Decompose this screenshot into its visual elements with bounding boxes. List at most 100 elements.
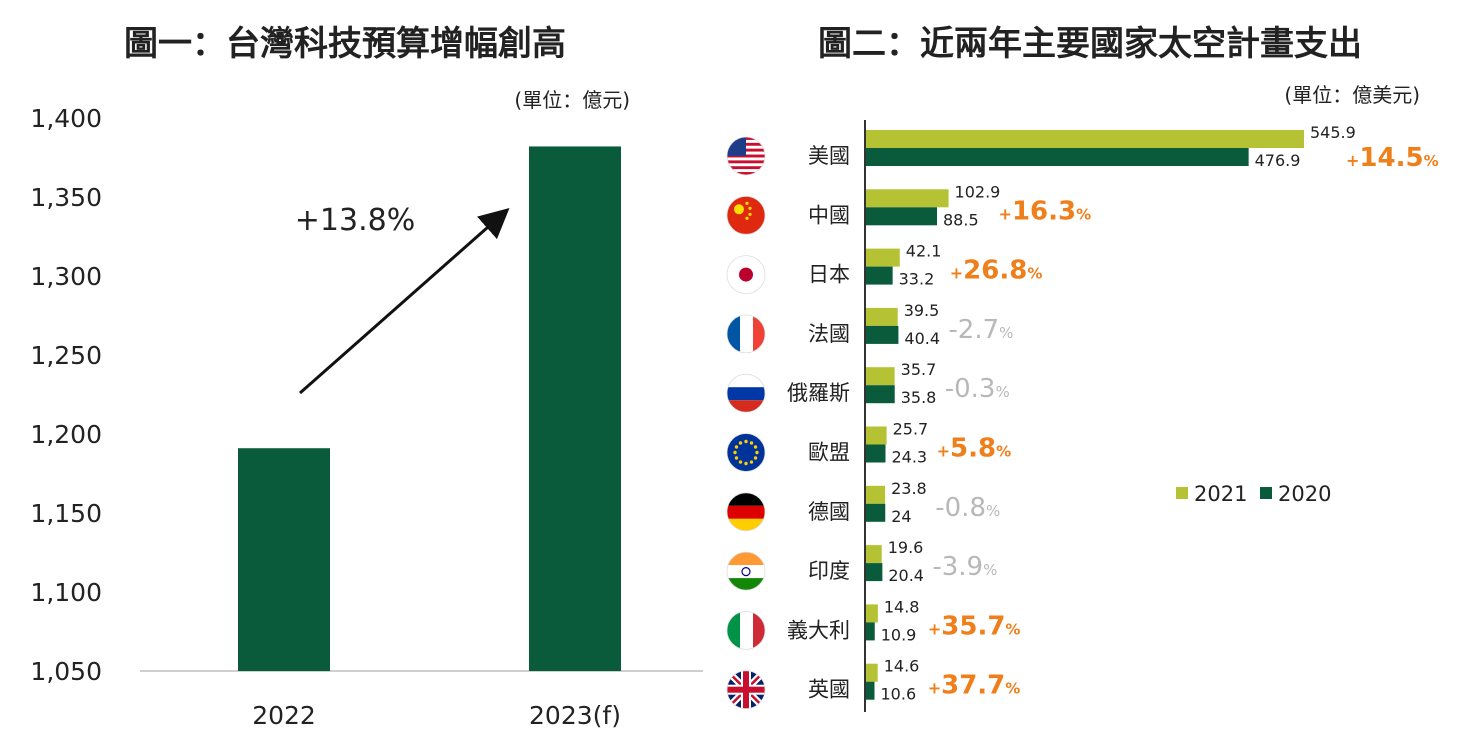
change-label: +37.7% [928, 671, 1021, 701]
flag-italy-icon [726, 611, 766, 650]
bar-2021 [866, 189, 949, 208]
growth-arrow [299, 208, 510, 395]
value-label-2021: 14.6 [884, 657, 920, 676]
chart2-unit: (單位：億美元) [1284, 83, 1420, 107]
bar-2021 [866, 485, 886, 504]
bar-2020 [866, 207, 938, 226]
bar-2021 [866, 130, 1304, 148]
chart1-unit: (單位：億元) [514, 88, 630, 112]
value-label-2020: 35.8 [901, 388, 937, 407]
bar-2020 [866, 266, 893, 285]
country-row: 法國 39.5 40.4 -2.7% [726, 301, 1013, 354]
change-label: -3.9% [932, 552, 997, 582]
value-label-2021: 545.9 [1310, 123, 1356, 142]
chart1-y-tick-label: 1,200 [30, 420, 102, 449]
change-label: -0.3% [945, 374, 1010, 404]
space-budget-chart: 圖二：近兩年主要國家太空計畫支出 (單位：億美元) 美國 545.9 476.9 +1… [726, 24, 1439, 712]
flag-usa-icon [726, 136, 766, 176]
value-label-2021: 19.6 [888, 538, 924, 557]
value-label-2021: 39.5 [904, 301, 940, 320]
chart1-bar-1 [529, 146, 621, 671]
bar-2021 [866, 426, 887, 445]
value-label-2020: 40.4 [904, 329, 940, 348]
bar-2020 [866, 444, 886, 463]
country-label: 義大利 [787, 618, 850, 642]
chart1-y-tick-label: 1,300 [30, 262, 102, 291]
country-label: 德國 [808, 500, 850, 524]
chart1-y-tick-label: 1,150 [30, 499, 102, 528]
change-label: +5.8% [937, 434, 1012, 464]
legend-swatch-2020 [1260, 487, 1272, 499]
flag-france-icon [726, 314, 766, 354]
chart1-y-tick-label: 1,100 [30, 578, 102, 607]
value-label-2020: 476.9 [1255, 151, 1301, 170]
legend-swatch-2021 [1176, 487, 1188, 499]
change-label: +16.3% [999, 196, 1092, 226]
country-row: 俄羅斯 35.7 35.8 -0.3% [726, 360, 1010, 413]
country-row: 歐盟 25.7 24.3 +5.8% [726, 420, 1012, 472]
bar-2020 [866, 503, 886, 522]
value-label-2020: 33.2 [899, 270, 935, 289]
change-label: +26.8% [950, 256, 1043, 286]
country-label: 日本 [808, 263, 850, 287]
country-row: 日本 42.1 33.2 +26.8% [726, 242, 1043, 295]
taiwan-tech-budget-chart: 圖一：台灣科技預算增幅創高 (單位：億元) 1,050 1,100 1,150 1,2… [30, 24, 703, 730]
value-label-2021: 35.7 [901, 360, 937, 379]
chart2-legend: 2021 2020 [1176, 482, 1331, 506]
country-label: 美國 [808, 144, 850, 168]
country-label: 中國 [808, 203, 850, 227]
value-label-2021: 42.1 [906, 242, 942, 261]
country-row: 義大利 14.8 10.9 +35.7% [726, 597, 1021, 650]
value-label-2021: 23.8 [891, 479, 927, 498]
bar-2021 [866, 367, 895, 386]
bar-2020 [866, 325, 899, 344]
country-label: 印度 [808, 559, 850, 583]
chart1-title: 圖一：台灣科技預算增幅創高 [124, 24, 566, 64]
change-label: -2.7% [948, 315, 1013, 345]
chart2-title: 圖二：近兩年主要國家太空計畫支出 [818, 24, 1362, 64]
legend-label-2021: 2021 [1194, 482, 1247, 506]
value-label-2020: 10.6 [881, 685, 917, 704]
flag-china-icon [726, 195, 766, 235]
country-row: 德國 23.8 24 -0.8% [726, 479, 1000, 532]
change-label: +35.7% [928, 611, 1021, 641]
flag-eu-icon [726, 433, 766, 472]
chart1-x-tick-label: 2022 [252, 701, 316, 730]
change-label: +14.5% [1346, 143, 1439, 173]
chart1-y-tick-label: 1,400 [30, 104, 102, 133]
country-row: 中國 102.9 88.5 +16.3% [726, 182, 1092, 235]
bar-2021 [866, 307, 898, 326]
chart1-y-tick-label: 1,050 [30, 657, 102, 686]
bar-2020 [866, 563, 883, 582]
value-label-2021: 102.9 [955, 182, 1001, 201]
bar-2020 [866, 622, 875, 641]
bar-2020 [866, 385, 895, 404]
country-label: 歐盟 [808, 441, 850, 465]
flag-india-icon [726, 551, 766, 591]
flag-germany-icon [726, 492, 766, 532]
chart1-x-tick-label: 2023(f) [529, 701, 621, 730]
legend-label-2020: 2020 [1278, 482, 1331, 506]
value-label-2021: 25.7 [893, 420, 929, 439]
country-row: 印度 19.6 20.4 -3.9% [726, 538, 997, 591]
value-label-2020: 24.3 [891, 448, 927, 467]
country-row: 美國 545.9 476.9 +14.5% [726, 123, 1439, 176]
growth-annotation: +13.8% [295, 203, 415, 238]
country-label: 俄羅斯 [787, 381, 850, 405]
value-label-2020: 10.9 [881, 625, 917, 644]
change-label: -0.8% [935, 493, 1000, 523]
chart1-bar-0 [238, 448, 330, 671]
country-row: 英國 14.6 10.6 +37.7% [726, 657, 1021, 710]
bar-2021 [866, 248, 900, 267]
flag-uk-icon [726, 670, 766, 710]
value-label-2020: 88.5 [943, 210, 979, 229]
value-label-2020: 24 [891, 507, 911, 526]
chart1-y-tick-label: 1,250 [30, 341, 102, 370]
value-label-2020: 20.4 [888, 566, 924, 585]
bar-2021 [866, 545, 882, 564]
flag-russia-icon [726, 373, 766, 413]
country-label: 英國 [808, 678, 850, 702]
bar-2020 [866, 681, 875, 700]
bar-2020 [866, 148, 1249, 166]
country-label: 法國 [808, 322, 850, 346]
